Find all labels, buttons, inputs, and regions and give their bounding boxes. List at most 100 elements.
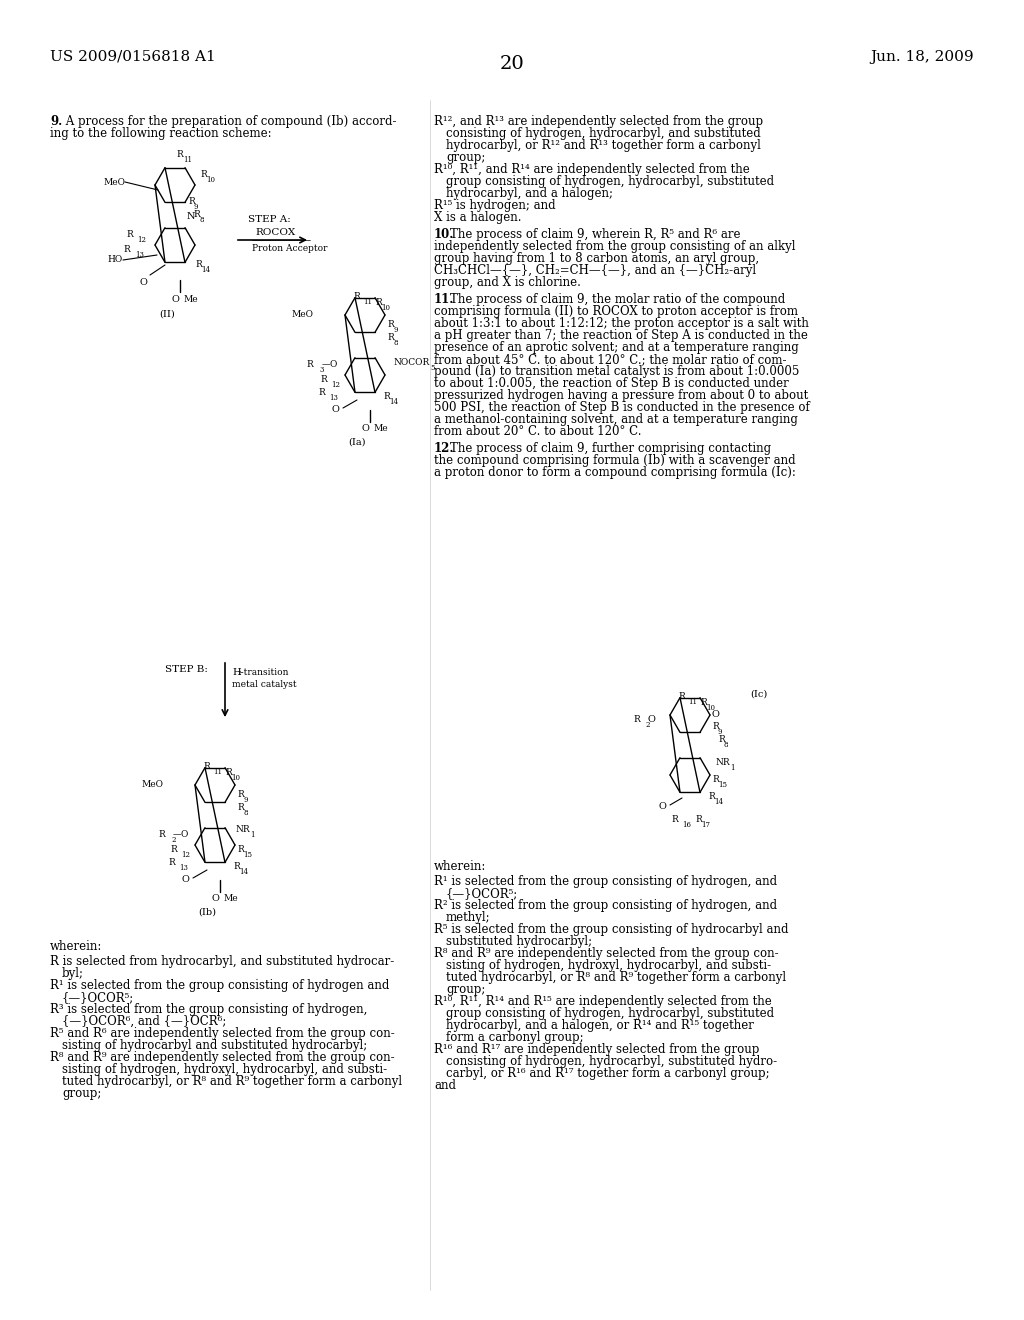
Text: O: O <box>361 424 369 433</box>
Text: byl;: byl; <box>62 968 84 979</box>
Text: sisting of hydrogen, hydroxyl, hydrocarbyl, and substi-: sisting of hydrogen, hydroxyl, hydrocarb… <box>446 960 771 972</box>
Text: R: R <box>168 858 175 867</box>
Text: MeO: MeO <box>291 310 313 319</box>
Text: 13: 13 <box>135 251 144 259</box>
Text: R² is selected from the group consisting of hydrogen, and: R² is selected from the group consisting… <box>434 899 777 912</box>
Text: MeO: MeO <box>141 780 163 789</box>
Text: consisting of hydrogen, hydrocarbyl, and substituted: consisting of hydrogen, hydrocarbyl, and… <box>446 127 761 140</box>
Text: R: R <box>195 260 202 269</box>
Text: 13: 13 <box>329 393 338 403</box>
Text: R: R <box>176 149 183 158</box>
Text: O: O <box>712 710 720 719</box>
Text: R¹⁰, R¹¹, and R¹⁴ are independently selected from the: R¹⁰, R¹¹, and R¹⁴ are independently sele… <box>434 162 750 176</box>
Text: 9.: 9. <box>50 115 62 128</box>
Text: Me: Me <box>373 424 388 433</box>
Text: O: O <box>171 294 179 304</box>
Text: R⁸ and R⁹ are independently selected from the group con-: R⁸ and R⁹ are independently selected fro… <box>50 1051 394 1064</box>
Text: substituted hydrocarbyl;: substituted hydrocarbyl; <box>446 935 592 948</box>
Text: group consisting of hydrogen, hydrocarbyl, substituted: group consisting of hydrogen, hydrocarby… <box>446 1007 774 1020</box>
Text: 8: 8 <box>393 339 397 347</box>
Text: 17: 17 <box>701 821 710 829</box>
Text: CH₃CHCl—{—}, CH₂=CH—{—}, and an {—}CH₂-aryl: CH₃CHCl—{—}, CH₂=CH—{—}, and an {—}CH₂-a… <box>434 264 756 277</box>
Text: X is a halogen.: X is a halogen. <box>434 211 521 224</box>
Text: 1: 1 <box>250 832 255 840</box>
Text: Me: Me <box>183 294 198 304</box>
Text: 14: 14 <box>714 799 723 807</box>
Text: 11.: 11. <box>434 293 455 306</box>
Text: R: R <box>204 762 210 771</box>
Text: wherein:: wherein: <box>434 861 486 873</box>
Text: R¹⁰, R¹¹, R¹⁴ and R¹⁵ are independently selected from the: R¹⁰, R¹¹, R¹⁴ and R¹⁵ are independently … <box>434 995 772 1008</box>
Text: O: O <box>658 803 666 810</box>
Text: 11: 11 <box>213 768 222 776</box>
Text: (Ib): (Ib) <box>198 908 216 917</box>
Text: wherein:: wherein: <box>50 940 102 953</box>
Text: R⁵ and R⁶ are independently selected from the group con-: R⁵ and R⁶ are independently selected fro… <box>50 1027 394 1040</box>
Text: a pH greater than 7; the reaction of Step A is conducted in the: a pH greater than 7; the reaction of Ste… <box>434 329 808 342</box>
Text: R: R <box>672 814 678 824</box>
Text: R: R <box>712 722 719 731</box>
Text: the compound comprising formula (Ib) with a scavenger and: the compound comprising formula (Ib) wit… <box>434 454 796 467</box>
Text: R: R <box>237 845 244 854</box>
Text: 10: 10 <box>706 704 715 711</box>
Text: 500 PSI, the reaction of Step B is conducted in the presence of: 500 PSI, the reaction of Step B is condu… <box>434 401 810 414</box>
Text: R: R <box>383 392 390 401</box>
Text: methyl;: methyl; <box>446 911 490 924</box>
Text: tuted hydrocarbyl, or R⁸ and R⁹ together form a carbonyl: tuted hydrocarbyl, or R⁸ and R⁹ together… <box>62 1074 402 1088</box>
Text: 14: 14 <box>201 267 210 275</box>
Text: Jun. 18, 2009: Jun. 18, 2009 <box>870 50 974 63</box>
Text: R: R <box>170 845 177 854</box>
Text: 3: 3 <box>319 366 324 374</box>
Text: The process of claim 9, further comprising contacting: The process of claim 9, further comprisi… <box>450 442 771 455</box>
Text: group having from 1 to 8 carbon atoms, an aryl group,: group having from 1 to 8 carbon atoms, a… <box>434 252 759 265</box>
Text: MeO: MeO <box>103 178 125 187</box>
Text: R¹⁵ is hydrogen; and: R¹⁵ is hydrogen; and <box>434 199 556 213</box>
Text: 12: 12 <box>137 236 146 244</box>
Text: 9: 9 <box>393 326 397 334</box>
Text: H: H <box>232 668 241 677</box>
Text: group;: group; <box>446 983 485 997</box>
Text: pressurized hydrogen having a pressure from about 0 to about: pressurized hydrogen having a pressure f… <box>434 389 808 403</box>
Text: 9: 9 <box>243 796 248 804</box>
Text: STEP B:: STEP B: <box>165 665 208 675</box>
Text: form a carbonyl group;: form a carbonyl group; <box>446 1031 584 1044</box>
Text: 11: 11 <box>183 156 193 164</box>
Text: 11: 11 <box>688 698 697 706</box>
Text: a methanol-containing solvent, and at a temperature ranging: a methanol-containing solvent, and at a … <box>434 413 798 426</box>
Text: 12.: 12. <box>434 442 455 455</box>
Text: The process of claim 9, the molar ratio of the compound: The process of claim 9, the molar ratio … <box>450 293 785 306</box>
Text: N: N <box>187 213 196 220</box>
Text: hydrocarbyl, or R¹² and R¹³ together form a carbonyl: hydrocarbyl, or R¹² and R¹³ together for… <box>446 139 761 152</box>
Text: metal catalyst: metal catalyst <box>232 680 297 689</box>
Text: 15: 15 <box>718 781 727 789</box>
Text: ROCOX: ROCOX <box>255 228 295 238</box>
Text: 10: 10 <box>381 304 390 312</box>
Text: 13: 13 <box>179 865 187 873</box>
Text: R: R <box>200 170 207 180</box>
Text: Me: Me <box>223 894 238 903</box>
Text: O: O <box>181 875 189 884</box>
Text: R: R <box>225 768 231 777</box>
Text: R: R <box>679 692 685 701</box>
Text: R: R <box>237 789 244 799</box>
Text: tuted hydrocarbyl, or R⁸ and R⁹ together form a carbonyl: tuted hydrocarbyl, or R⁸ and R⁹ together… <box>446 972 786 983</box>
Text: R: R <box>387 333 394 342</box>
Text: 10: 10 <box>206 176 215 183</box>
Text: HO: HO <box>108 255 123 264</box>
Text: 2: 2 <box>171 836 175 843</box>
Text: from about 20° C. to about 120° C.: from about 20° C. to about 120° C. <box>434 425 641 438</box>
Text: hydrocarbyl, and a halogen;: hydrocarbyl, and a halogen; <box>446 187 613 201</box>
Text: R: R <box>321 375 327 384</box>
Text: R: R <box>387 319 394 329</box>
Text: R: R <box>233 862 240 871</box>
Text: The process of claim 9, wherein R, R⁵ and R⁶ are: The process of claim 9, wherein R, R⁵ an… <box>450 228 740 242</box>
Text: R¹⁶ and R¹⁷ are independently selected from the group: R¹⁶ and R¹⁷ are independently selected f… <box>434 1043 760 1056</box>
Text: {—}OCOR⁵;: {—}OCOR⁵; <box>446 887 518 900</box>
Text: 9: 9 <box>718 729 723 737</box>
Text: R: R <box>695 814 701 824</box>
Text: R: R <box>700 698 707 708</box>
Text: O: O <box>331 405 339 414</box>
Text: NR: NR <box>234 825 250 834</box>
Text: R: R <box>123 246 130 253</box>
Text: carbyl, or R¹⁶ and R¹⁷ together form a carbonyl group;: carbyl, or R¹⁶ and R¹⁷ together form a c… <box>446 1067 770 1080</box>
